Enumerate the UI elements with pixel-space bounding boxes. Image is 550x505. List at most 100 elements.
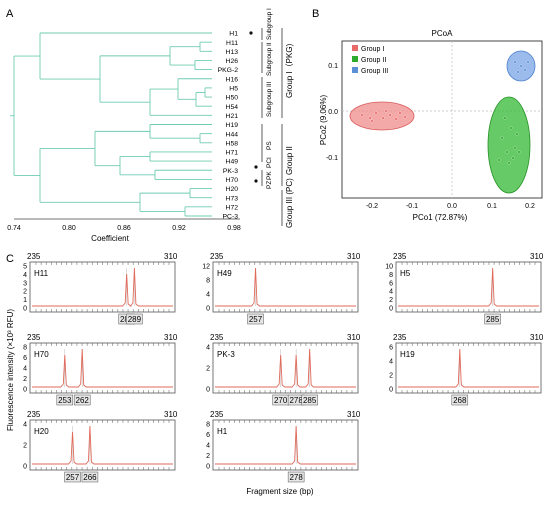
- group-brackets: [261, 28, 283, 226]
- group-label: Group II: [285, 146, 294, 175]
- pcoa-point: [505, 150, 509, 154]
- dendrogram-leaf-label: H49: [226, 159, 239, 166]
- range-start-label: 235: [210, 333, 224, 342]
- trace-line: [398, 348, 539, 388]
- peak-size-label: 268: [453, 396, 467, 405]
- dendrogram: [10, 32, 212, 217]
- peak-size-label: 253: [58, 396, 72, 405]
- trace-y-tick: 2: [206, 453, 210, 460]
- trace-y-tick: 4: [206, 345, 210, 352]
- trace-y-tick: 2: [23, 289, 27, 296]
- peak-size-label: 266: [83, 473, 97, 482]
- trace-y-tick: 6: [23, 355, 27, 362]
- dendrogram-leaf-label: H13: [226, 49, 239, 56]
- dendrogram-leaf-label: H50: [226, 95, 239, 102]
- pcoa-point: [519, 64, 523, 68]
- trace-sample-name: H5: [400, 269, 411, 278]
- trace-y-tick: 2: [389, 297, 393, 304]
- trace-y-tick: 4: [23, 366, 27, 373]
- trace-y-tick: 2: [389, 373, 393, 380]
- dendrogram-leaf-label: PC-3: [223, 214, 239, 221]
- pcoa-point: [516, 70, 520, 74]
- trace-y-tick: 2: [206, 366, 210, 373]
- trace-y-tick: 12: [202, 264, 210, 271]
- dendrogram-leaf-label: H5: [229, 86, 238, 93]
- pcoa-point: [509, 126, 513, 130]
- small-label: PZ: [266, 181, 273, 189]
- trace-frame: [212, 419, 359, 471]
- pcoa-x-tick: 0.2: [525, 203, 535, 210]
- trace-y-tick: 3: [23, 280, 27, 287]
- trace-y-tick: 0: [23, 464, 27, 471]
- fluorescence-axis-label: Fluorescence intensity (×10³ RFU): [6, 309, 15, 431]
- legend-swatch-group-i: [352, 45, 358, 51]
- peak-label-box: [81, 471, 99, 483]
- pcoa-y-tick: 0.1: [328, 63, 338, 70]
- pcoa-y-label: PCo2 (9.06%): [319, 95, 328, 146]
- trace-sample-name: H70: [34, 350, 49, 359]
- pcoa-point: [398, 111, 402, 115]
- trace-frame: [212, 342, 359, 394]
- small-label: PK: [266, 171, 273, 180]
- range-end-label: 310: [164, 410, 178, 419]
- peak-size-label: 285: [303, 396, 317, 405]
- marker-dot: [249, 31, 253, 35]
- pcoa-point: [374, 111, 378, 115]
- trace-sample-name: H1: [217, 427, 228, 436]
- trace-y-tick: 4: [23, 272, 27, 279]
- group-ii-ellipse: [487, 96, 531, 194]
- range-start-label: 235: [27, 252, 41, 261]
- legend-label: Group I: [361, 46, 384, 53]
- dendrogram-leaf-label: H58: [226, 140, 239, 147]
- pcoa-point: [515, 132, 519, 136]
- trace-line: [215, 348, 356, 388]
- fragment-size-label: Fragment size (bp): [246, 487, 313, 496]
- peak-size-label: 257: [66, 473, 80, 482]
- pcoa-title: PCoA: [432, 29, 454, 38]
- pcoa-point: [513, 146, 517, 150]
- legend-label: Group II: [361, 57, 386, 64]
- range-start-label: 235: [27, 333, 41, 342]
- peak-label-box: [451, 394, 469, 406]
- peak-size-label: 262: [76, 396, 90, 405]
- dendrogram-leaf-label: H26: [226, 58, 239, 65]
- dendrogram-leaf-label: H19: [226, 122, 239, 129]
- range-end-label: 310: [530, 333, 544, 342]
- small-label: PCI: [266, 157, 273, 168]
- pcoa-point: [503, 116, 507, 120]
- dendrogram-leaf-label: H16: [226, 76, 239, 83]
- trace-frame: [212, 261, 359, 313]
- peak-size-label: 270: [274, 396, 288, 405]
- dendrogram-leaf-label: H1: [229, 31, 238, 38]
- electropherogram-panels: 235310543210H1128528923531012840H4925723…: [23, 252, 544, 483]
- trace-y-tick: 8: [23, 345, 27, 352]
- range-start-label: 235: [27, 410, 41, 419]
- trace-y-tick: 0: [206, 387, 210, 394]
- peak-size-label: 278: [289, 396, 303, 405]
- dendrogram-leaf-label: H54: [226, 104, 239, 111]
- trace-y-tick: 10: [385, 264, 393, 271]
- peak-label-box: [484, 313, 501, 325]
- pcoa-point: [523, 68, 527, 72]
- pcoa-point: [381, 116, 385, 120]
- pcoa-legend: Group I Group II Group III: [352, 45, 388, 75]
- trace-sample-name: H49: [217, 269, 232, 278]
- pcoa-point: [360, 113, 364, 117]
- dendrogram-leaf-label: H11: [226, 40, 238, 47]
- trace-sample-name: PK-3: [217, 350, 235, 359]
- range-start-label: 235: [393, 252, 407, 261]
- pcoa-point: [526, 60, 530, 64]
- trace-y-tick: 4: [389, 289, 393, 296]
- trace-y-tick: 0: [389, 306, 393, 313]
- peak-label-box: [287, 471, 305, 483]
- trace-y-tick: 1: [23, 297, 27, 304]
- peak-label-box: [73, 394, 91, 406]
- axis-tick-label: 0.92: [172, 225, 186, 232]
- pcoa-plot-frame: [341, 40, 543, 199]
- pcoa-y-tick: 0.0: [328, 109, 338, 116]
- peak-size-label: 285: [486, 315, 500, 324]
- pcoa-point: [394, 117, 398, 121]
- peak-label-box: [56, 394, 74, 406]
- trace-y-tick: 0: [23, 306, 27, 313]
- pcoa-point: [388, 113, 392, 117]
